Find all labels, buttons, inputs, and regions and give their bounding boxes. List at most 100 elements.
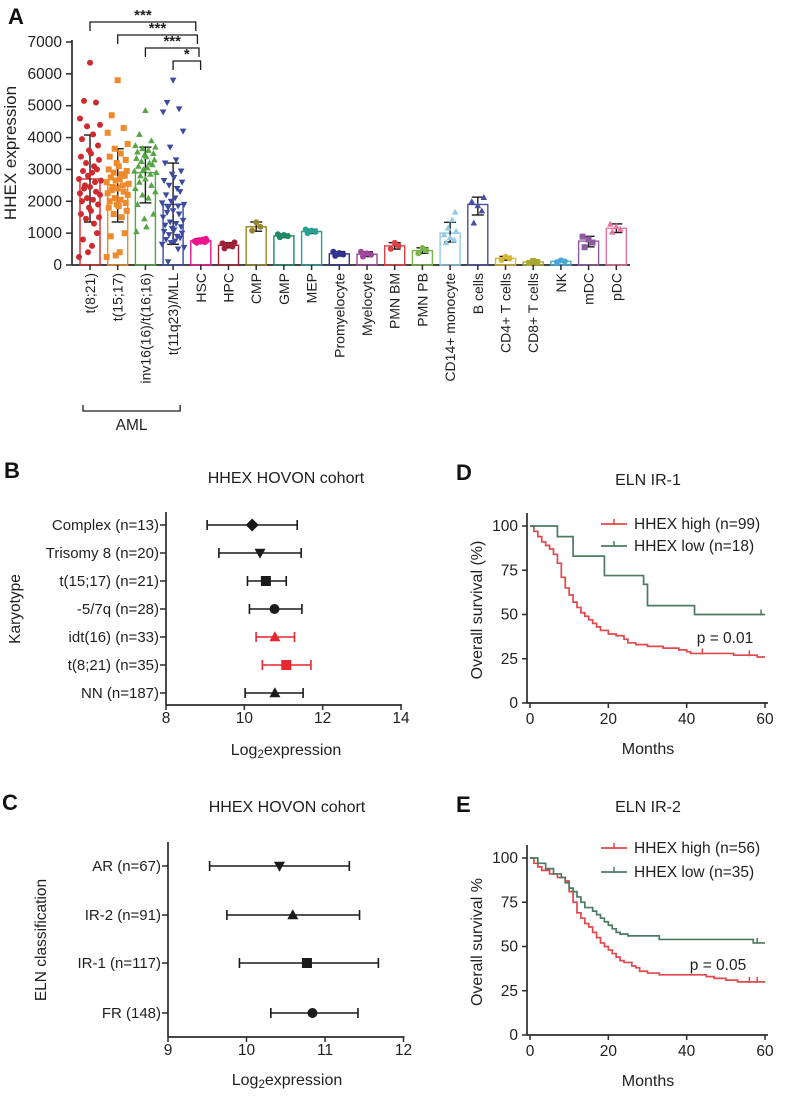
- scatter-point: [336, 250, 343, 257]
- forest-row-label: idt(16) (n=33): [69, 629, 159, 646]
- scatter-point: [88, 150, 94, 157]
- y-tick-label: 100: [492, 518, 518, 535]
- scatter-point: [148, 137, 155, 144]
- forest-row-label: NN (n=187): [81, 685, 159, 702]
- scatter-point: [83, 215, 89, 222]
- scatter-point: [140, 165, 147, 172]
- scatter-point: [178, 179, 186, 186]
- scatter-point: [249, 227, 256, 234]
- forest-row-label: IR-2 (n=91): [85, 907, 161, 924]
- y-tick-label: 0: [53, 257, 62, 274]
- bar-gmp: [273, 235, 295, 266]
- scatter-point: [143, 223, 150, 230]
- y-tick-label: 25: [501, 651, 518, 668]
- y-tick-label: 2000: [28, 193, 63, 210]
- aml-group-label: AML: [116, 417, 148, 434]
- x-category-label: PMN BM: [387, 273, 403, 329]
- significance-stars: ***: [134, 7, 152, 24]
- scatter-point: [135, 162, 142, 169]
- scatter-point: [113, 160, 120, 167]
- scatter-point: [502, 253, 509, 260]
- scatter-point: [225, 241, 232, 248]
- panel-label-c: C: [2, 790, 18, 815]
- scatter-point: [81, 97, 87, 104]
- scatter-point: [173, 185, 181, 192]
- forest-row-label: Complex (n=13): [52, 517, 159, 534]
- scatter-point: [165, 232, 173, 239]
- scatter-point: [446, 234, 454, 241]
- scatter-point: [257, 223, 264, 230]
- scatter-point: [179, 128, 187, 135]
- x-category-label: CD8+ T cells: [525, 273, 541, 353]
- scatter-point: [141, 215, 148, 222]
- x-axis-title: Log2expression: [231, 742, 341, 761]
- bar-mep: [300, 230, 323, 266]
- forest-marker-t-8-21-n-35: [281, 660, 292, 670]
- significance-stars: ***: [149, 20, 167, 37]
- y-tick-label: 4000: [28, 130, 63, 147]
- scatter-point: [132, 185, 139, 192]
- scatter-point: [125, 180, 132, 187]
- scatter-point: [136, 130, 143, 137]
- x-category-label: t(11q23)/MLL: [165, 273, 181, 355]
- scatter-point: [123, 207, 130, 214]
- x-category-label: GMP: [276, 273, 292, 305]
- scatter-point: [451, 208, 459, 215]
- x-category-label: Myelocyte: [359, 273, 375, 336]
- panel-label-e: E: [456, 792, 471, 817]
- scatter-point: [111, 195, 118, 202]
- x-category-label: PMN PB: [414, 273, 430, 327]
- scatter-point: [88, 207, 94, 214]
- scatter-point: [134, 148, 141, 155]
- km-curve-hhex-high-n-99: [530, 525, 766, 658]
- legend-label: HHEX low (n=18): [634, 538, 754, 555]
- scatter-point: [120, 188, 127, 195]
- scatter-point: [152, 188, 159, 195]
- scatter-point: [159, 109, 167, 116]
- scatter-point: [108, 187, 115, 194]
- x-category-label: CD14+ monocyte: [442, 273, 458, 382]
- scatter-point: [173, 233, 181, 240]
- scatter-point: [330, 248, 337, 255]
- x-category-label: CMP: [248, 273, 264, 304]
- x-category-label: HPC: [221, 273, 237, 303]
- x-axis-title: Months: [622, 1073, 674, 1090]
- scatter-point: [177, 168, 185, 175]
- scatter-point: [415, 250, 422, 257]
- scatter-point: [83, 160, 89, 167]
- scatter-point: [110, 211, 117, 218]
- scatter-point: [120, 125, 127, 132]
- scatter-point: [96, 156, 102, 163]
- forest-marker-ar-n-67: [273, 861, 285, 872]
- x-tick-label: 60: [756, 711, 774, 728]
- scatter-point: [162, 236, 170, 243]
- scatter-point: [163, 99, 171, 106]
- scatter-point: [152, 143, 159, 150]
- scatter-point: [98, 177, 104, 184]
- scatter-point: [170, 174, 178, 181]
- scatter-point: [117, 150, 124, 157]
- scatter-point: [94, 230, 100, 237]
- scatter-point: [116, 249, 123, 256]
- scatter-point: [579, 233, 586, 240]
- forest-row-label: Trisomy 8 (n=20): [46, 545, 159, 562]
- y-tick-label: 7000: [28, 34, 63, 51]
- scatter-point: [110, 169, 117, 176]
- scatter-point: [109, 183, 116, 190]
- scatter-point: [147, 170, 154, 177]
- scatter-point: [534, 258, 541, 265]
- significance-bracket: [172, 60, 202, 70]
- forest-row-label: AR (n=67): [92, 858, 161, 875]
- scatter-point: [145, 194, 152, 201]
- scatter-point: [175, 211, 183, 218]
- scatter-point: [121, 230, 128, 237]
- km-curve-hhex-low-n-35: [530, 857, 766, 944]
- y-tick-label: 6000: [28, 66, 63, 83]
- scatter-point: [134, 201, 141, 208]
- scatter-point: [166, 144, 174, 151]
- significance-bracket: [117, 34, 199, 44]
- scatter-point: [76, 254, 82, 261]
- scatter-point: [163, 209, 171, 216]
- scatter-point: [78, 211, 84, 218]
- scatter-point: [115, 163, 122, 170]
